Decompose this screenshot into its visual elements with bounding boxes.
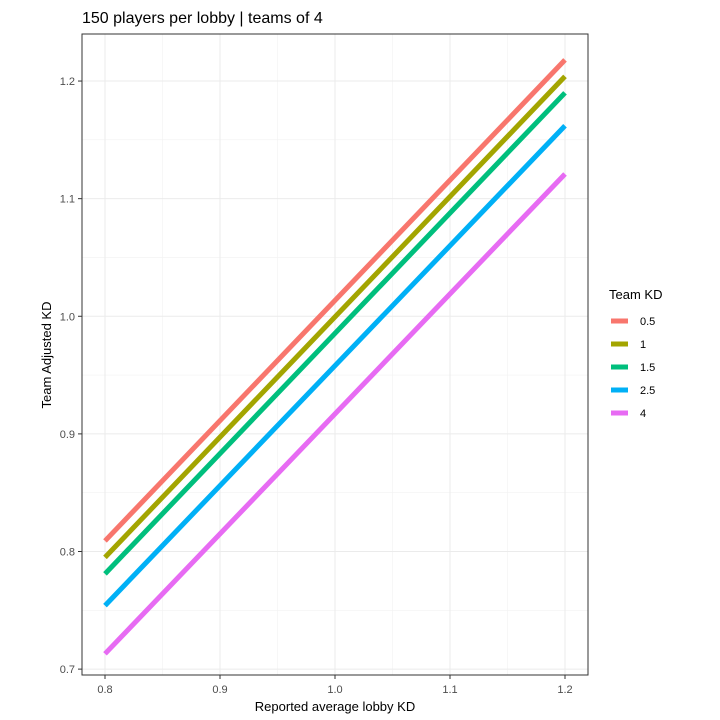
legend-title: Team KD xyxy=(609,287,662,302)
legend: Team KD 0.5 1 1.5 2.5 4 xyxy=(609,287,662,420)
chart-title: 150 players per lobby | teams of 4 xyxy=(82,10,323,27)
series-line-2-5 xyxy=(103,124,567,608)
y-tick-label: 0.7 xyxy=(60,664,75,676)
x-axis: 0.8 0.9 1.0 1.1 1.2 xyxy=(97,675,573,696)
series-layer xyxy=(103,58,567,656)
legend-label-1: 1 xyxy=(640,339,646,351)
y-axis-title: Team Adjusted KD xyxy=(39,302,54,409)
legend-label-0-5: 0.5 xyxy=(640,316,655,328)
y-tick-label: 1.1 xyxy=(60,194,75,206)
y-tick-label: 0.9 xyxy=(60,429,75,441)
y-tick-label: 1.2 xyxy=(60,76,75,88)
y-tick-label: 0.8 xyxy=(60,547,75,559)
x-tick-label: 1.1 xyxy=(442,684,457,696)
y-axis: 0.7 0.8 0.9 1.0 1.1 1.2 xyxy=(60,76,82,676)
x-tick-label: 0.9 xyxy=(212,684,227,696)
x-axis-title: Reported average lobby KD xyxy=(255,699,415,714)
x-tick-label: 0.8 xyxy=(97,684,112,696)
series-line-4 xyxy=(103,172,567,656)
series-line-0-5 xyxy=(103,58,567,543)
series-line-1 xyxy=(103,74,567,560)
x-tick-label: 1.0 xyxy=(327,684,342,696)
x-tick-label: 1.2 xyxy=(557,684,572,696)
y-tick-label: 1.0 xyxy=(60,311,75,323)
legend-label-4: 4 xyxy=(640,408,646,420)
legend-label-1-5: 1.5 xyxy=(640,362,655,374)
series-line-1-5 xyxy=(103,91,567,576)
legend-label-2-5: 2.5 xyxy=(640,385,655,397)
